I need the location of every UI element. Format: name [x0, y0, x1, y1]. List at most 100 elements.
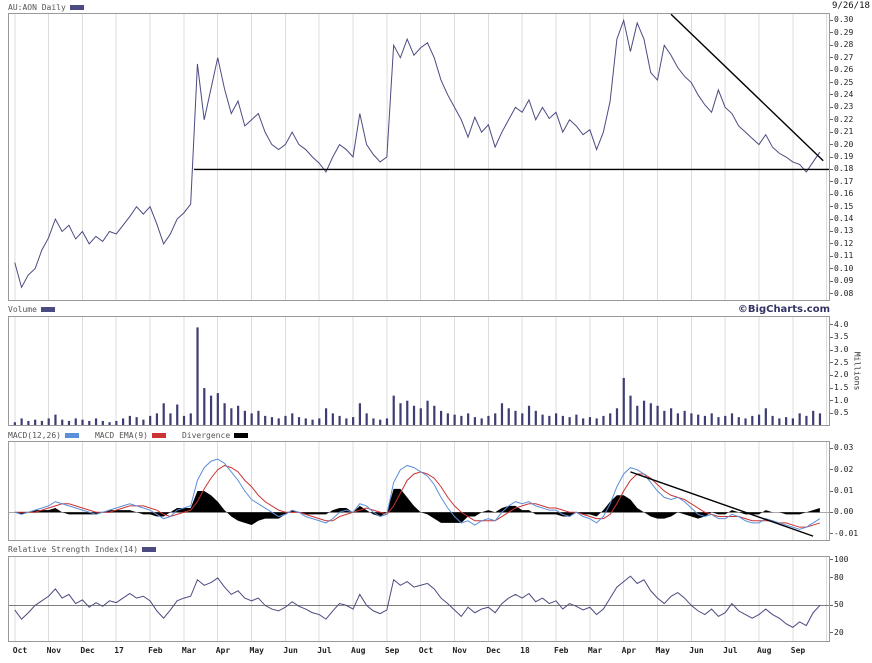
price-ytick-label: 0.17: [834, 176, 854, 186]
macd-tick-mark: [830, 511, 833, 513]
macd-legend: MACD(12,26) MACD EMA(9) Divergence: [8, 429, 830, 441]
rsi-legend-swatch: [142, 546, 157, 552]
volume-ytick-label: 2.0: [834, 370, 849, 380]
macd-line-swatch: [64, 432, 79, 438]
macd-tick-mark: [830, 447, 833, 449]
x-axis-label: Dec: [486, 646, 501, 655]
x-axis-label: Jun: [689, 646, 704, 655]
rsi-legend-label: Relative Strength Index(14): [8, 544, 139, 554]
macd-ytick-label: 0.00: [834, 507, 854, 517]
volume-ytick-label: 2.5: [834, 357, 849, 367]
price-ytick-label: 0.24: [834, 89, 854, 99]
price-ytick-label: 0.20: [834, 139, 854, 149]
price-ytick-label: 0.18: [834, 164, 854, 174]
rsi-tick-mark: [830, 632, 833, 634]
price-tick-mark: [830, 156, 833, 158]
price-legend-swatch: [69, 4, 84, 10]
volume-tick-mark: [830, 412, 833, 414]
volume-tick-mark: [830, 400, 833, 402]
x-axis-label: 17: [114, 646, 124, 655]
rsi-tick-mark: [830, 604, 833, 606]
price-ytick-label: 0.21: [834, 127, 854, 137]
volume-tick-mark: [830, 374, 833, 376]
x-axis-label: Dec: [80, 646, 95, 655]
x-axis-label: Jun: [283, 646, 298, 655]
x-axis-label: May: [249, 646, 264, 655]
volume-units-label: Millions: [852, 351, 862, 391]
price-ytick-label: 0.12: [834, 238, 854, 248]
price-tick-mark: [830, 280, 833, 282]
rsi-legend: Relative Strength Index(14): [8, 543, 830, 555]
price-ytick-label: 0.30: [834, 15, 854, 25]
price-tick-mark: [830, 119, 833, 121]
x-axis-label: Aug: [756, 646, 772, 655]
volume-legend: Volume ©BigCharts.com: [8, 303, 830, 315]
price-ytick-label: 0.25: [834, 77, 854, 87]
volume-legend-label: Volume: [8, 304, 37, 314]
volume-legend-swatch: [40, 306, 55, 312]
x-axis-label: Apr: [215, 646, 231, 655]
x-axis-label: Mar: [181, 646, 197, 655]
price-ytick-label: 0.14: [834, 214, 854, 224]
rsi-tick-mark: [830, 577, 833, 579]
price-tick-mark: [830, 69, 833, 71]
x-axis-label: Mar: [587, 646, 603, 655]
macd-chart-svg: [8, 441, 830, 541]
price-ytick-label: 0.27: [834, 52, 854, 62]
price-legend: AU:AON Daily 9/26/18: [8, 1, 870, 13]
price-tick-mark: [830, 32, 833, 34]
volume-ytick-label: 0.5: [834, 408, 849, 418]
price-tick-mark: [830, 206, 833, 208]
rsi-ytick-label: 50: [834, 600, 844, 610]
volume-ytick-label: 1.5: [834, 383, 849, 393]
x-axis-label: Sep: [384, 646, 400, 655]
macd-ema-legend-label: MACD EMA(9): [94, 430, 148, 440]
x-axis-label: Aug: [351, 646, 366, 655]
price-tick-mark: [830, 131, 833, 133]
price-tick-mark: [830, 94, 833, 96]
price-tick-mark: [830, 218, 833, 220]
bigcharts-watermark: ©BigCharts.com: [737, 303, 830, 315]
price-ytick-label: 0.16: [834, 189, 854, 199]
chart-date: 9/26/18: [832, 1, 870, 11]
price-tick-mark: [830, 144, 833, 146]
rsi-ytick-label: 100: [834, 554, 849, 564]
x-axis-label: Jul: [723, 646, 738, 655]
volume-chart-svg: [8, 316, 830, 426]
price-ytick-label: 0.13: [834, 226, 854, 236]
volume-ytick-label: 4.0: [834, 319, 849, 329]
macd-ytick-label: 0.03: [834, 443, 854, 453]
x-axis-label: Apr: [621, 646, 637, 655]
price-tick-mark: [830, 181, 833, 183]
x-axis-label: Feb: [148, 646, 163, 655]
volume-ytick-label: 3.0: [834, 345, 849, 355]
x-axis-label: Nov: [46, 646, 62, 655]
macd-ytick-label: -0.01: [834, 528, 859, 538]
price-tick-mark: [830, 243, 833, 245]
divergence-swatch: [234, 432, 249, 438]
price-panel: [8, 13, 830, 301]
price-ytick-label: 0.10: [834, 263, 854, 273]
price-ytick-label: 0.19: [834, 152, 854, 161]
price-ytick-label: 0.23: [834, 102, 854, 112]
rsi-panel: [8, 556, 830, 642]
macd-tick-mark: [830, 533, 833, 535]
price-ytick-label: 0.08: [834, 288, 854, 298]
macd-ema-swatch: [151, 432, 166, 438]
price-tick-mark: [830, 255, 833, 257]
x-axis-label: Jul: [317, 646, 332, 655]
price-ytick-label: 0.15: [834, 201, 854, 211]
volume-tick-mark: [830, 362, 833, 364]
price-tick-mark: [830, 293, 833, 295]
price-tick-mark: [830, 268, 833, 270]
price-tick-mark: [830, 57, 833, 59]
volume-tick-mark: [830, 349, 833, 351]
macd-ytick-label: 0.02: [834, 464, 854, 474]
price-ytick-label: 0.28: [834, 40, 854, 50]
macd-tick-mark: [830, 469, 833, 471]
rsi-ytick-label: 20: [834, 627, 844, 637]
price-ytick-label: 0.26: [834, 65, 854, 75]
price-tick-mark: [830, 193, 833, 195]
divergence-legend-label: Divergence: [181, 430, 231, 440]
